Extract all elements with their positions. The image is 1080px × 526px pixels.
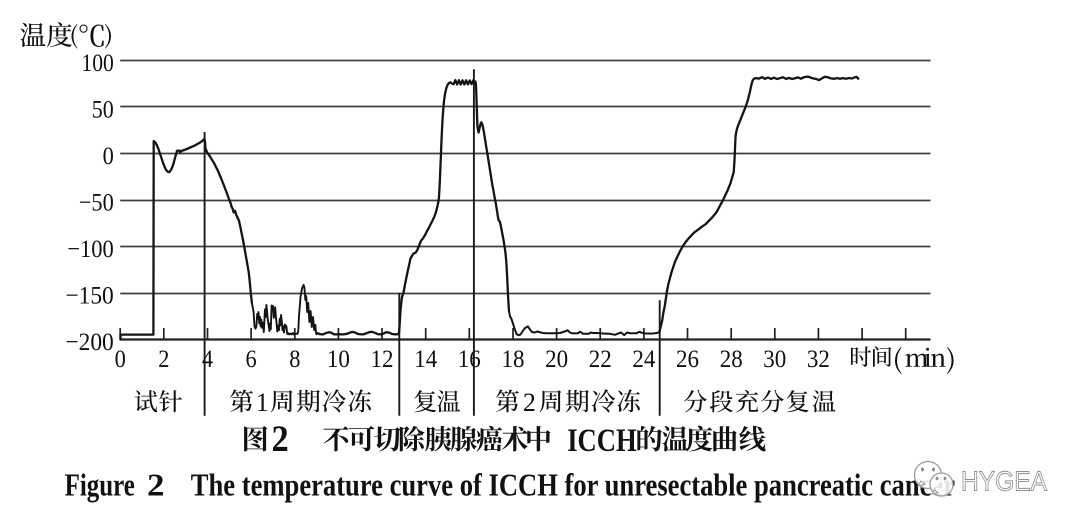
svg-text:HYGEA: HYGEA bbox=[961, 466, 1047, 497]
svg-text:2: 2 bbox=[147, 468, 165, 503]
svg-text:30: 30 bbox=[763, 346, 786, 373]
svg-text:2: 2 bbox=[158, 346, 169, 373]
svg-text:26: 26 bbox=[676, 346, 699, 373]
svg-text:−100: −100 bbox=[67, 236, 114, 263]
svg-text:8: 8 bbox=[289, 346, 300, 373]
svg-text:14: 14 bbox=[414, 346, 437, 373]
svg-text:12: 12 bbox=[371, 346, 394, 373]
svg-text:100: 100 bbox=[81, 50, 113, 77]
svg-text:Figure: Figure bbox=[65, 468, 135, 503]
svg-text:4: 4 bbox=[202, 346, 214, 373]
svg-text:20: 20 bbox=[545, 346, 568, 373]
svg-text:22: 22 bbox=[589, 346, 612, 373]
svg-text:1: 1 bbox=[256, 388, 269, 417]
svg-text:The temperature curve of ICCH: The temperature curve of ICCH for unrese… bbox=[191, 468, 955, 503]
svg-text:18: 18 bbox=[502, 346, 525, 373]
svg-text:2: 2 bbox=[272, 418, 289, 459]
svg-text:50: 50 bbox=[92, 96, 114, 123]
svg-text:0: 0 bbox=[103, 143, 114, 170]
svg-text:−50: −50 bbox=[79, 190, 114, 217]
svg-text:−200: −200 bbox=[65, 329, 113, 356]
svg-text:−150: −150 bbox=[65, 283, 113, 310]
svg-text:16: 16 bbox=[458, 346, 481, 373]
svg-text:28: 28 bbox=[720, 346, 743, 373]
svg-text:24: 24 bbox=[632, 346, 655, 373]
svg-text:2: 2 bbox=[523, 388, 536, 417]
svg-text:10: 10 bbox=[327, 346, 350, 373]
svg-text:32: 32 bbox=[807, 346, 830, 373]
svg-text:ICCH: ICCH bbox=[567, 423, 637, 459]
svg-text:6: 6 bbox=[246, 346, 257, 373]
svg-text:0: 0 bbox=[115, 346, 126, 373]
